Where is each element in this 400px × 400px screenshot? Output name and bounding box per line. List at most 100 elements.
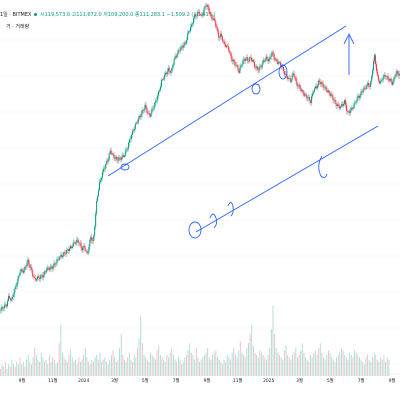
volume-bar: [385, 362, 386, 376]
candle-body: [15, 286, 17, 287]
volume-bar: [259, 350, 261, 376]
target-arrow: [343, 32, 355, 75]
candle-body: [362, 91, 364, 93]
candle-body: [212, 19, 214, 20]
candle-body: [231, 58, 233, 62]
volume-bar: [117, 359, 119, 376]
candle-body: [236, 65, 238, 66]
x-tick-label: 5월: [327, 377, 334, 384]
candle-body: [397, 70, 399, 74]
candle-body: [274, 57, 276, 61]
candle-body: [317, 80, 319, 86]
candle-body: [294, 76, 296, 78]
volume-bar: [323, 357, 324, 376]
candle-body: [205, 6, 207, 7]
volume-bar: [8, 364, 10, 376]
volume-bar: [316, 355, 318, 376]
candle-body: [340, 106, 342, 109]
volume-bar: [199, 362, 200, 376]
candle-body: [22, 270, 24, 273]
drawing-annotations[interactable]: [107, 25, 379, 239]
volume-bar: [306, 359, 308, 376]
candle-body: [14, 286, 16, 290]
candle-body: [342, 104, 344, 106]
volume-bar: [153, 357, 155, 376]
candle-body: [304, 94, 306, 96]
candle-body: [170, 70, 172, 73]
candle-body: [191, 23, 193, 25]
volume-bar: [17, 364, 19, 376]
candle-body: [16, 281, 18, 287]
volume-bar: [37, 359, 39, 376]
volume-bar: [22, 362, 24, 376]
candle-body: [141, 110, 143, 115]
candle-body: [114, 158, 116, 159]
volume-bar: [19, 357, 21, 376]
candle-body: [335, 100, 337, 104]
candle-body: [316, 85, 318, 89]
candle-body: [8, 295, 10, 299]
volume-bar: [337, 355, 339, 376]
candle-body: [191, 24, 193, 27]
candle-body: [176, 54, 178, 58]
candle-body: [354, 102, 356, 104]
volume-bar: [236, 357, 238, 376]
candle-body: [382, 76, 384, 80]
candle-body: [250, 57, 252, 58]
volume-bar: [352, 357, 354, 376]
candle-body: [69, 248, 70, 251]
candle-body: [24, 266, 26, 270]
candle-body: [366, 85, 368, 89]
candle-body: [355, 101, 357, 103]
volume-bar: [156, 350, 158, 376]
volume-bar: [79, 362, 81, 376]
candle-body: [143, 109, 145, 111]
candle-body: [217, 27, 219, 32]
candle-body: [359, 95, 361, 98]
candle-body: [198, 11, 200, 15]
candle-body: [209, 11, 211, 14]
volume-bar: [192, 355, 194, 376]
candle-body: [245, 58, 247, 61]
candle-body: [28, 259, 30, 265]
volume-bar: [238, 350, 240, 376]
candle-body: [160, 80, 162, 87]
candle-body: [380, 80, 382, 82]
volume-bar: [355, 352, 357, 376]
candle-body: [368, 82, 370, 87]
volume-bar: [313, 352, 315, 376]
candle-body: [213, 17, 215, 20]
candle-body: [150, 114, 152, 117]
candle-body: [256, 66, 258, 70]
candle-body: [136, 122, 138, 124]
volume-bar: [138, 338, 140, 376]
candle-body: [157, 95, 159, 101]
symbol-label[interactable]: 1일 · BITMEX: [0, 12, 32, 18]
candle-body: [267, 58, 269, 62]
x-tick-label: 7월: [358, 377, 365, 384]
touch-circle: [120, 163, 130, 171]
volume-bar: [176, 362, 178, 376]
candle-body: [264, 60, 266, 62]
candle-body: [21, 269, 23, 271]
volume-bar: [280, 357, 282, 376]
volume-indicator-label[interactable]: 거 · 거래량: [6, 24, 30, 30]
candle-body: [181, 46, 183, 47]
candle-body: [222, 40, 224, 42]
candle-body: [268, 59, 270, 62]
candle-body: [376, 71, 378, 76]
candle-body: [307, 98, 309, 99]
candle-body: [240, 65, 242, 68]
volume-bar: [31, 364, 32, 376]
channel-lower-trendline[interactable]: [195, 125, 379, 233]
candle-body: [242, 60, 244, 65]
candle-body: [225, 45, 227, 48]
candle-body: [393, 77, 395, 82]
channel-upper-trendline[interactable]: [107, 25, 347, 177]
volume-bar: [151, 355, 153, 376]
candle-body: [33, 276, 35, 278]
volume-bar: [228, 357, 230, 376]
candle-body: [226, 45, 228, 47]
candle-body: [370, 81, 372, 87]
